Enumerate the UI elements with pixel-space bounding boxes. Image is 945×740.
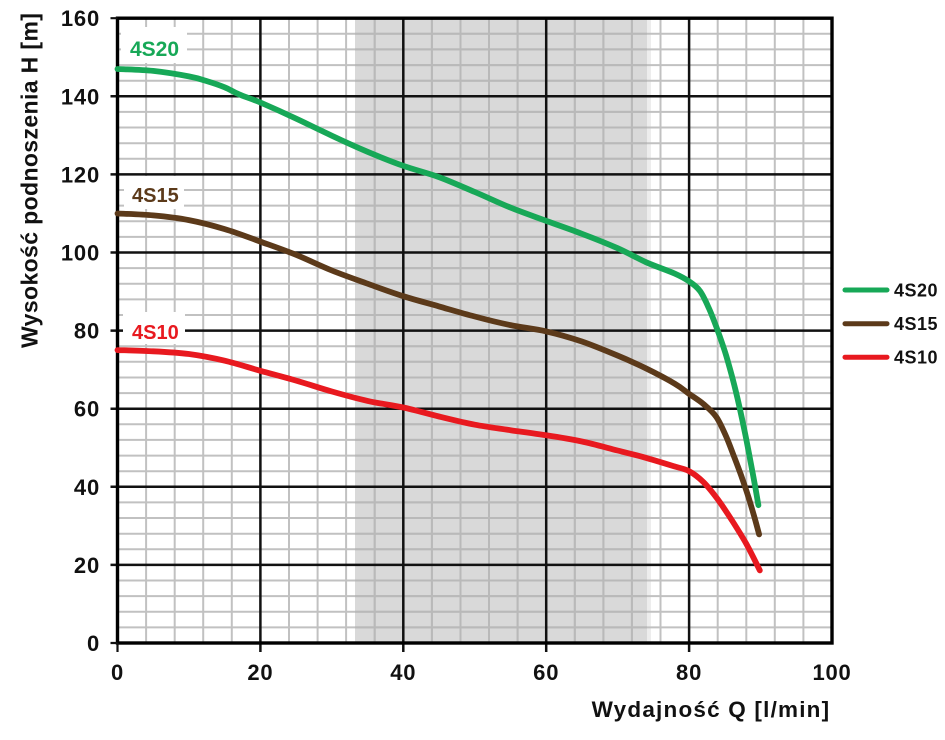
svg-text:0: 0 bbox=[111, 660, 124, 685]
svg-text:4S15: 4S15 bbox=[894, 314, 938, 334]
svg-text:60: 60 bbox=[533, 660, 559, 685]
svg-text:20: 20 bbox=[247, 660, 273, 685]
svg-text:120: 120 bbox=[61, 162, 100, 187]
svg-text:4S10: 4S10 bbox=[894, 348, 938, 368]
svg-text:4S10: 4S10 bbox=[132, 322, 179, 344]
svg-text:80: 80 bbox=[74, 319, 100, 344]
svg-text:Wysokość podnoszenia H [m]: Wysokość podnoszenia H [m] bbox=[17, 13, 43, 348]
svg-text:4S20: 4S20 bbox=[894, 281, 938, 301]
svg-text:80: 80 bbox=[676, 660, 702, 685]
svg-text:140: 140 bbox=[61, 84, 100, 109]
svg-text:40: 40 bbox=[74, 475, 100, 500]
svg-text:100: 100 bbox=[61, 241, 100, 266]
svg-text:40: 40 bbox=[390, 660, 416, 685]
svg-text:60: 60 bbox=[74, 397, 100, 422]
svg-text:160: 160 bbox=[61, 6, 100, 31]
svg-text:4S15: 4S15 bbox=[132, 185, 179, 207]
svg-text:20: 20 bbox=[74, 553, 100, 578]
svg-text:Wydajność Q [l/min]: Wydajność Q [l/min] bbox=[592, 697, 831, 722]
svg-text:4S20: 4S20 bbox=[130, 38, 179, 61]
svg-text:0: 0 bbox=[87, 631, 100, 656]
svg-text:100: 100 bbox=[812, 660, 851, 685]
